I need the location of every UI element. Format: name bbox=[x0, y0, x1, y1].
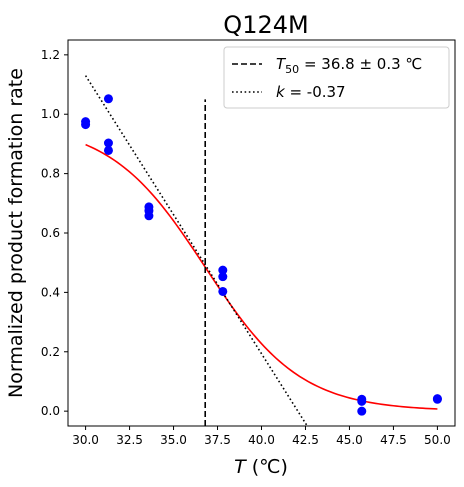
data-point bbox=[144, 211, 154, 221]
reference-lines bbox=[84, 75, 438, 427]
y-tick-label: 0.0 bbox=[41, 404, 60, 418]
y-tick-label: 1.2 bbox=[41, 48, 60, 62]
y-tick-label: 0.6 bbox=[41, 226, 60, 240]
x-tick-label: 47.5 bbox=[380, 433, 407, 447]
x-axis-ticks: 30.0 32.5 35.0 37.5 40.0 42.5 45.0 47.5 50.0 bbox=[72, 426, 451, 447]
data-point bbox=[103, 145, 113, 155]
data-point bbox=[357, 406, 367, 416]
x-tick-label: 30.0 bbox=[72, 433, 99, 447]
x-tick-label: 45.0 bbox=[336, 433, 363, 447]
data-point bbox=[218, 265, 228, 275]
data-point bbox=[103, 94, 113, 104]
slope-dotted-line bbox=[84, 75, 308, 427]
data-point bbox=[432, 394, 442, 404]
x-tick-label: 37.5 bbox=[204, 433, 231, 447]
y-axis-label: Normalized product formation rate bbox=[5, 68, 27, 398]
x-tick-label: 35.0 bbox=[160, 433, 187, 447]
y-tick-label: 0.8 bbox=[41, 167, 60, 181]
y-tick-label: 0.2 bbox=[41, 345, 60, 359]
data-point bbox=[103, 138, 113, 148]
logistic-fit-curve bbox=[85, 143, 438, 410]
legend-box bbox=[223, 46, 450, 109]
y-tick-label: 1.0 bbox=[41, 107, 60, 121]
y-axis-ticks: 0.0 0.2 0.4 0.6 0.8 1.0 1.2 bbox=[41, 48, 68, 418]
data-point bbox=[81, 120, 91, 130]
x-axis-label: T (℃) bbox=[234, 456, 288, 478]
x-tick-label: 40.0 bbox=[248, 433, 275, 447]
legend-entry-t50: T50 = 36.8 ± 0.3 ℃ bbox=[276, 55, 422, 76]
legend-entry-slope: k = -0.37 bbox=[276, 83, 346, 101]
y-tick-label: 0.4 bbox=[41, 285, 60, 299]
data-point bbox=[218, 286, 228, 296]
x-tick-label: 50.0 bbox=[424, 433, 451, 447]
data-points bbox=[81, 94, 442, 416]
x-tick-label: 42.5 bbox=[292, 433, 319, 447]
chart-title: Q124M bbox=[223, 11, 308, 39]
legend: T50 = 36.8 ± 0.3 ℃ k = -0.37 bbox=[223, 46, 450, 109]
x-tick-label: 32.5 bbox=[116, 433, 143, 447]
data-point bbox=[357, 396, 367, 406]
data-point bbox=[218, 272, 228, 282]
